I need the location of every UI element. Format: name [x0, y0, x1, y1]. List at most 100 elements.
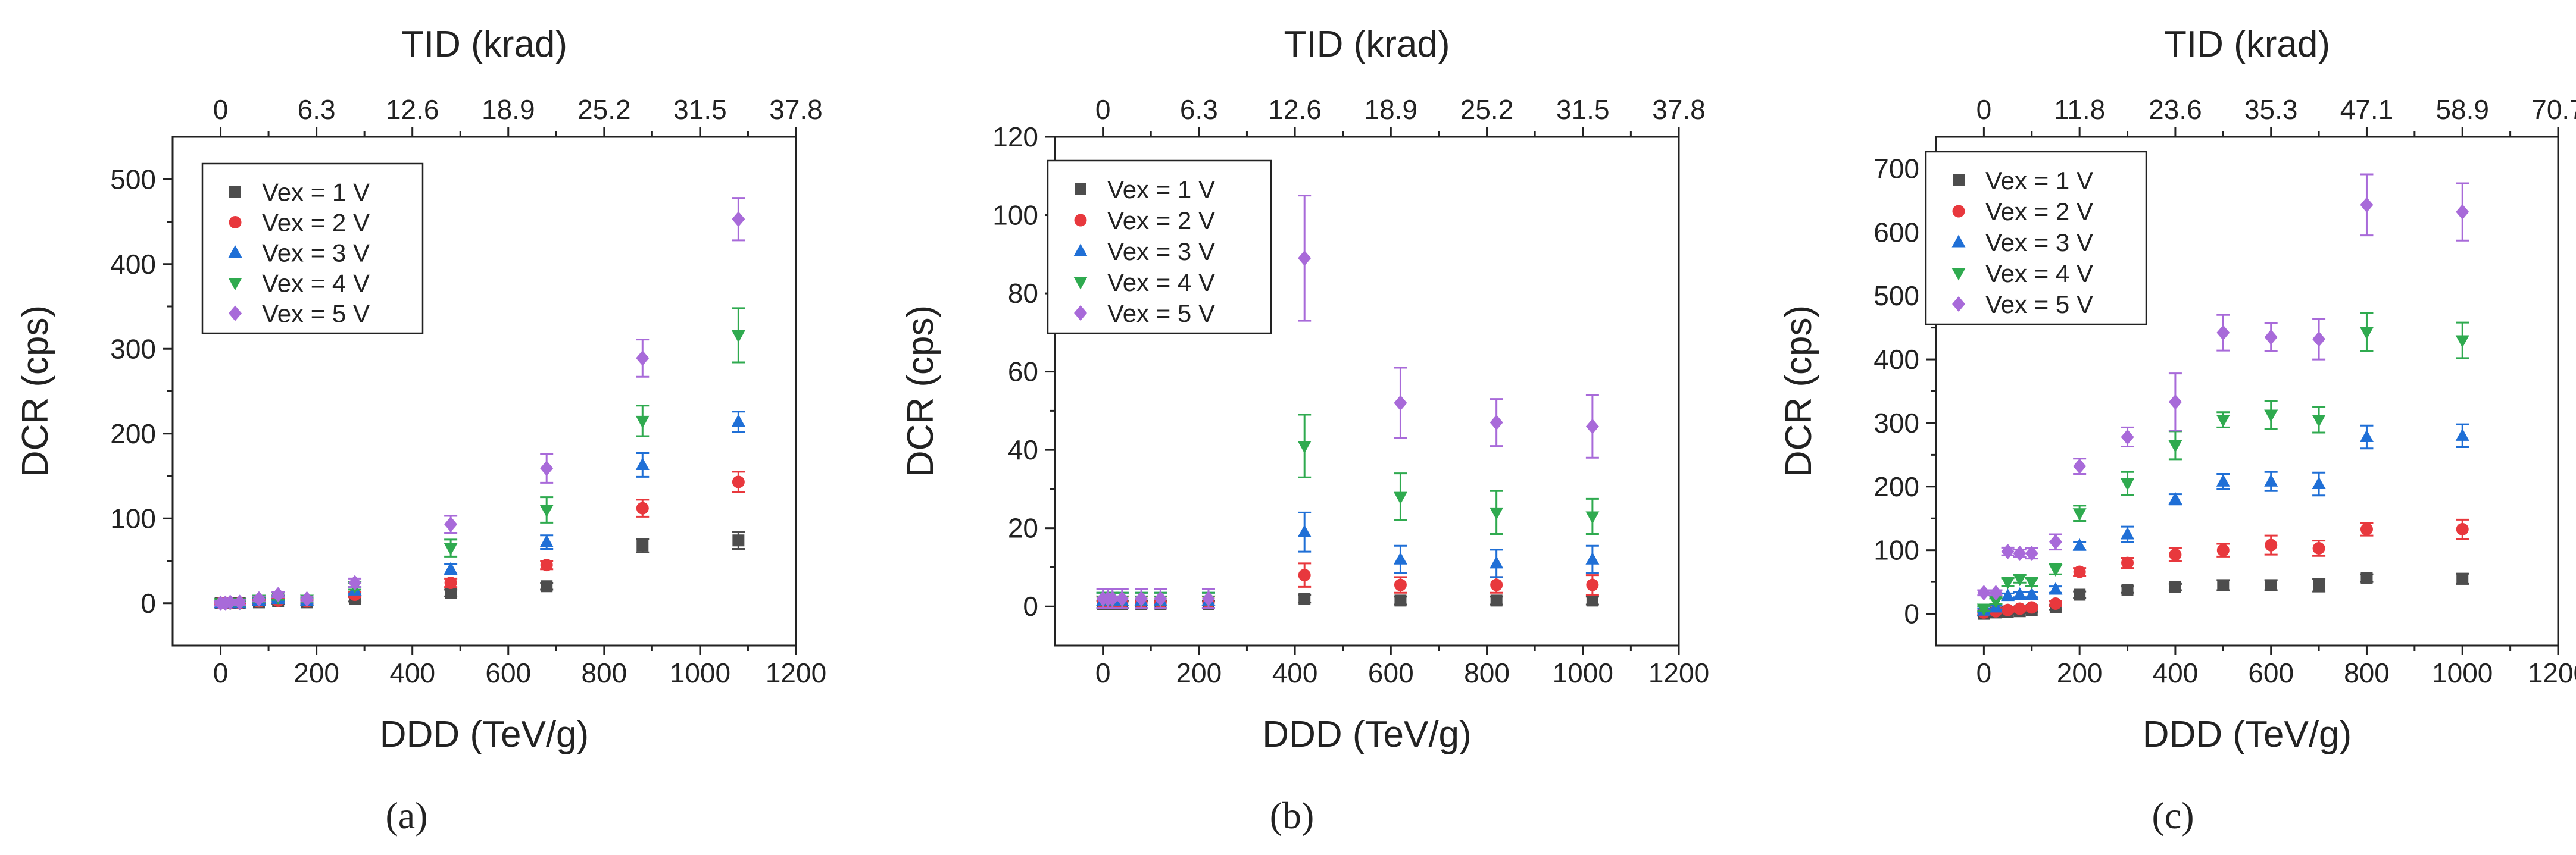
top-tick-label: 25.2 — [1460, 94, 1514, 125]
series-3 — [214, 411, 745, 609]
top-tick-label: 6.3 — [1180, 94, 1218, 125]
data-point — [2073, 458, 2087, 474]
data-point — [2455, 335, 2469, 348]
data-point — [2025, 577, 2039, 590]
data-point — [2264, 409, 2278, 422]
data-point — [2313, 579, 2325, 591]
top-tick-label: 47.1 — [2340, 94, 2394, 125]
data-point — [732, 534, 745, 547]
data-point — [539, 505, 554, 518]
legend-marker — [1075, 183, 1086, 195]
data-point — [2456, 204, 2469, 220]
top-tick-label: 31.5 — [673, 94, 727, 125]
x-tick-label: 400 — [1272, 657, 1318, 688]
data-point — [635, 457, 650, 470]
y-tick-label: 0 — [140, 588, 156, 619]
data-point — [2025, 587, 2039, 600]
data-point — [731, 414, 745, 427]
x-tick-label: 200 — [2057, 657, 2103, 688]
x-tick-label: 0 — [1977, 657, 1992, 688]
legend-label: Vex = 5 V — [262, 300, 370, 328]
top-tick-label: 0 — [1977, 94, 1992, 125]
data-point — [2360, 197, 2374, 213]
legend-label: Vex = 3 V — [1107, 237, 1215, 265]
series-5 — [1977, 173, 2469, 601]
data-point — [444, 543, 458, 556]
top-axis-label: TID (krad) — [401, 24, 567, 65]
data-point — [2216, 474, 2230, 487]
caption-c: (c) — [2152, 794, 2194, 837]
data-point — [1394, 578, 1407, 591]
data-point — [1393, 552, 1407, 565]
data-point — [1298, 250, 1312, 266]
data-point — [2265, 538, 2278, 552]
y-tick-label: 60 — [1008, 356, 1038, 387]
legend-marker — [229, 305, 242, 321]
legend-label: Vex = 1 V — [1985, 167, 2093, 195]
data-point — [1490, 507, 1504, 520]
data-point — [300, 591, 314, 607]
top-tick-label: 0 — [213, 94, 229, 125]
data-point — [2456, 522, 2469, 535]
data-point — [1586, 578, 1599, 591]
data-point — [1298, 593, 1311, 605]
series-4 — [1096, 414, 1600, 610]
data-point — [1585, 552, 1600, 565]
data-point — [2121, 478, 2135, 491]
plot-frame — [1054, 136, 1680, 647]
data-point — [2360, 522, 2373, 535]
x-tick-label: 600 — [2248, 657, 2294, 688]
x-tick-label: 400 — [389, 657, 435, 688]
y-tick-label: 300 — [1874, 408, 1919, 439]
data-point — [1297, 441, 1312, 454]
data-point — [2455, 428, 2469, 441]
series-5 — [214, 197, 745, 611]
data-point — [2216, 544, 2230, 557]
data-point — [2121, 583, 2134, 596]
data-point — [1394, 395, 1407, 411]
data-point — [348, 575, 362, 591]
data-point — [445, 587, 457, 599]
legend-marker — [1952, 205, 1965, 218]
series-1 — [1096, 593, 1599, 610]
data-point — [1585, 511, 1600, 524]
x-tick-label: 800 — [2344, 657, 2390, 688]
data-point — [2001, 577, 2015, 590]
top-tick-label: 23.6 — [2149, 94, 2202, 125]
y-tick-label: 200 — [1874, 471, 1919, 502]
x-tick-label: 1000 — [2432, 657, 2493, 688]
data-point — [1490, 594, 1503, 607]
x-tick-label: 0 — [1095, 657, 1111, 688]
data-point — [2168, 440, 2182, 453]
data-point — [2072, 538, 2087, 551]
x-tick-label: 400 — [2153, 657, 2199, 688]
data-point — [1989, 585, 2003, 601]
data-point — [2013, 587, 2027, 600]
data-point — [2168, 491, 2182, 505]
top-tick-label: 70.7 — [2531, 94, 2576, 125]
data-point — [540, 461, 554, 477]
y-tick-label: 500 — [110, 164, 156, 195]
data-point — [732, 475, 745, 488]
data-point — [2216, 415, 2230, 428]
series-2 — [214, 471, 745, 610]
y-tick-label: 40 — [1008, 434, 1038, 465]
x-tick-label: 200 — [1176, 657, 1222, 688]
data-point — [2216, 325, 2230, 341]
y-tick-label: 100 — [1874, 535, 1919, 566]
x-tick-label: 1200 — [766, 657, 826, 688]
data-point — [1977, 585, 1991, 601]
data-point — [1106, 591, 1119, 607]
data-point — [1298, 569, 1311, 582]
data-point — [1154, 591, 1167, 607]
data-point — [2265, 579, 2277, 591]
data-point — [1586, 594, 1598, 607]
legend-marker — [229, 186, 241, 198]
y-tick-label: 100 — [110, 503, 156, 534]
top-tick-label: 12.6 — [386, 94, 439, 125]
caption-a: (a) — [385, 794, 427, 837]
legend-marker — [1074, 305, 1087, 321]
